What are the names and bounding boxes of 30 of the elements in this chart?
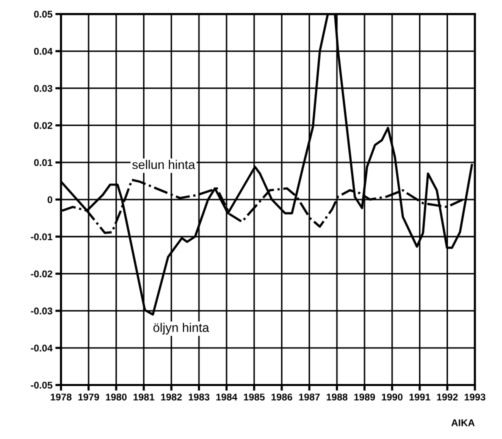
x-tick-label: 1979 <box>78 394 100 400</box>
x-tick-label: 1993 <box>464 394 486 400</box>
x-tick-label: 1982 <box>161 394 182 400</box>
x-tick-label: 1990 <box>382 394 403 400</box>
y-tick-label: 0 <box>48 196 52 204</box>
x-tick-label: 1978 <box>50 394 72 400</box>
y-tick-label: -0.01 <box>30 233 52 240</box>
x-tick-label: 1989 <box>354 394 375 400</box>
x-axis-title: AIKA <box>451 419 475 426</box>
y-tick-label: 0.03 <box>34 84 52 92</box>
x-tick-label: 1980 <box>106 394 127 400</box>
y-tick-label: 0.05 <box>34 10 52 18</box>
x-tick-label: 1991 <box>410 394 430 400</box>
y-tick-label: 0.04 <box>34 48 53 55</box>
x-tick-label: 1983 <box>188 394 210 400</box>
x-tick-label: 1981 <box>134 394 154 400</box>
series-label: öljyn hinta <box>153 322 210 335</box>
series-label: sellun hinta <box>132 160 196 170</box>
y-tick-label: -0.05 <box>30 382 52 389</box>
x-tick-label: 1992 <box>437 394 458 400</box>
y-tick-label: 0.02 <box>34 122 52 129</box>
x-tick-label: 1988 <box>326 394 348 400</box>
y-tick-label: -0.02 <box>30 270 52 278</box>
y-tick-label: -0.03 <box>30 308 52 314</box>
y-tick-label: -0.04 <box>30 344 53 352</box>
y-tick-label: 0.01 <box>34 159 52 166</box>
x-tick-label: 1986 <box>272 394 292 400</box>
x-tick-label: 1984 <box>216 394 238 400</box>
x-tick-label: 1985 <box>244 394 265 400</box>
x-tick-label: 1987 <box>299 394 320 400</box>
